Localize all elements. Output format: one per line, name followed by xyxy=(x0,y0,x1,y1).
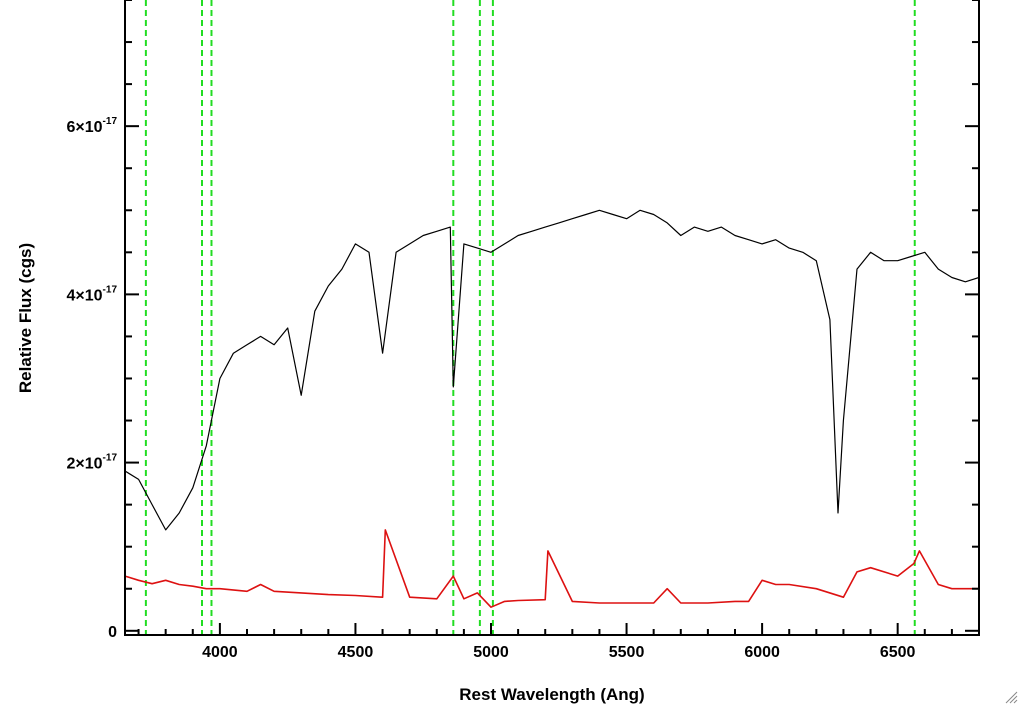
y-tick-label: 4×10-17 xyxy=(67,284,118,304)
resize-grip-icon[interactable] xyxy=(1004,690,1018,704)
x-tick-label: 4000 xyxy=(202,644,238,661)
spectrum-line xyxy=(125,209,979,531)
x-tick-label: 6000 xyxy=(744,644,780,661)
plot-frame xyxy=(124,0,980,636)
noise-line xyxy=(125,529,979,609)
x-tick-label: 5500 xyxy=(609,644,645,661)
y-tick-label: 2×10-17 xyxy=(67,453,118,473)
y-tick-label: 6×10-17 xyxy=(67,116,118,136)
tick-labels-layer: 4000 4500 5000 5500 6000 6500 0 2×10-17 4×10-17 6… xyxy=(67,116,916,661)
reference-lines-layer xyxy=(144,0,916,635)
y-axis-title: Relative Flux (cgs) xyxy=(16,243,35,393)
x-tick-label: 6500 xyxy=(880,644,916,661)
x-tick-label: 4500 xyxy=(338,644,374,661)
y-tick-label: 0 xyxy=(108,624,117,641)
x-axis-title: Rest Wavelength (Ang) xyxy=(459,685,644,704)
series-layer xyxy=(125,209,979,609)
ticks-layer xyxy=(125,0,980,635)
x-tick-label: 5000 xyxy=(473,644,509,661)
